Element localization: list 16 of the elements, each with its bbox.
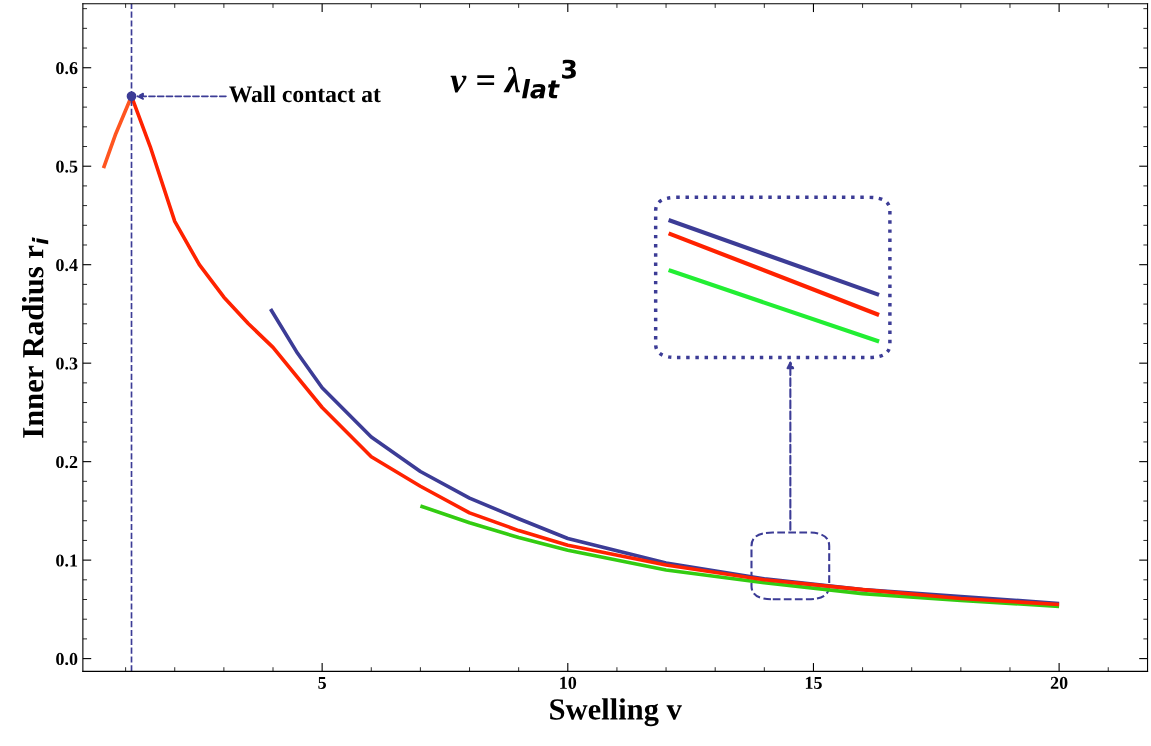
- y-tick-label: 0.3: [56, 357, 78, 370]
- y-tick-label: 0.0: [56, 652, 78, 666]
- y-axis-title: Inner Radius r$_{i}$: [21, 237, 49, 438]
- y-tick-label: 0.1: [56, 554, 78, 567]
- y-tick-label: 0.5: [56, 160, 78, 173]
- x-tick-label: 20: [1050, 676, 1068, 689]
- y-tick-label: 0.6: [56, 62, 78, 75]
- x-tick-label: 10: [560, 676, 577, 689]
- annotation: ν = λ$_{lat}$$^{3}$: [450, 59, 576, 99]
- annotation: Wall contact at: [229, 85, 381, 103]
- line-series: [418, 504, 1061, 609]
- y-tick-label: 0.2: [56, 455, 78, 469]
- y-tick-label: 0.4: [56, 258, 78, 272]
- x-tick-label: 15: [805, 676, 822, 689]
- x-tick-label: 5: [318, 676, 326, 689]
- x-axis-title: Swelling v: [550, 698, 682, 727]
